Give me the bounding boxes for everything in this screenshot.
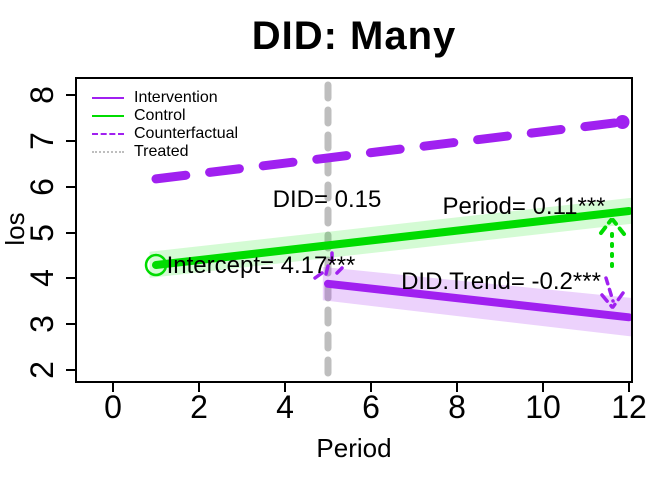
green-diff-arrow-head — [599, 218, 626, 236]
intervention-line-sample-icon — [92, 97, 124, 99]
x-tick-label: 12 — [611, 389, 647, 425]
x-axis-tick-marks — [112, 382, 630, 392]
legend-label: Control — [134, 107, 186, 124]
x-tick-label: 4 — [276, 389, 294, 425]
control-line — [152, 207, 633, 269]
did-drop-arrow — [313, 251, 344, 280]
y-axis-tick-marks — [66, 94, 76, 371]
intercept-annotation: Intercept= 4.17*** — [166, 252, 356, 279]
x-tick-label: 10 — [525, 389, 561, 425]
legend-item-treated: Treated — [92, 143, 189, 161]
period-annotation: Period= 0.11*** — [442, 193, 606, 220]
counterfactual-line — [151, 117, 627, 184]
y-tick-label: 2 — [24, 361, 60, 379]
legend-item-counterfactual: Counterfactual — [92, 125, 238, 143]
legend-label: Intervention — [134, 89, 218, 106]
x-tick-label: 8 — [448, 389, 466, 425]
legend-label: Treated — [134, 143, 189, 160]
x-tick-label: 2 — [190, 389, 208, 425]
counterfactual-end-dot — [615, 115, 630, 129]
counterfactual-line-sample-icon — [92, 133, 124, 135]
x-tick-label: 0 — [104, 389, 122, 425]
treated-line-sample-icon — [92, 151, 124, 153]
intervention-line — [324, 279, 633, 322]
plot-border — [75, 77, 633, 383]
control-start-circle-marker — [144, 253, 168, 277]
chart-title: DID: Many — [251, 14, 457, 58]
x-axis-label: Period — [316, 433, 392, 463]
legend-item-control: Control — [92, 107, 186, 125]
y-tick-label: 3 — [24, 315, 60, 333]
purple-diff-arrow-shaft — [604, 276, 615, 303]
y-axis-label: los — [0, 212, 30, 246]
y-tick-label: 4 — [24, 269, 60, 287]
y-tick-label: 7 — [24, 132, 60, 150]
y-tick-label: 8 — [24, 86, 60, 104]
legend-label: Counterfactual — [134, 125, 239, 142]
did-annotation: DID= 0.15 — [272, 186, 382, 213]
y-tick-label: 5 — [24, 224, 60, 242]
purple-diff-arrow-head — [600, 291, 625, 309]
legend-item-intervention: Intervention — [92, 89, 218, 107]
y-tick-label: 6 — [24, 178, 60, 196]
did-trend-annotation: DID.Trend= -0.2*** — [401, 268, 601, 295]
x-tick-label: 6 — [362, 389, 380, 425]
control-line-sample-icon — [92, 115, 124, 117]
